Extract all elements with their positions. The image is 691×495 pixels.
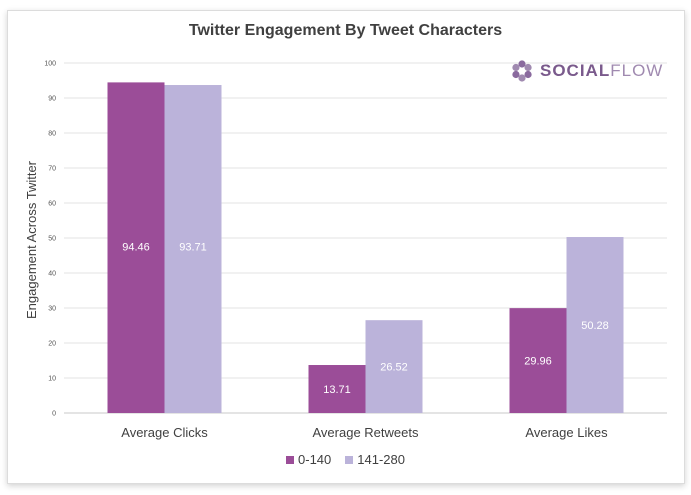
- legend-label-series-1: 0-140: [298, 452, 332, 467]
- x-tick-label: Average Clicks: [121, 425, 208, 440]
- y-tick-label: 80: [48, 131, 56, 138]
- bar: [164, 85, 222, 413]
- data-label: 13.71: [323, 384, 351, 396]
- brand-name-light: FLOW: [610, 61, 664, 80]
- y-axis-label: Engagement Across Twitter: [24, 160, 39, 319]
- bar: [509, 308, 567, 413]
- legend-item-series-2: 141-280: [345, 452, 405, 467]
- y-tick-label: 90: [48, 96, 56, 103]
- y-tick-label: 0: [52, 411, 56, 418]
- x-tick-label: Average Likes: [525, 425, 608, 440]
- y-tick-label: 10: [48, 376, 56, 383]
- legend-label-series-2: 141-280: [357, 452, 405, 467]
- brand-logo: SOCIALFLOW: [510, 58, 663, 84]
- legend-item-series-1: 0-140: [286, 452, 331, 467]
- data-label: 50.28: [581, 320, 609, 332]
- bar: [107, 82, 165, 413]
- y-tick-label: 100: [44, 61, 56, 68]
- chart-title: Twitter Engagement By Tweet Characters: [188, 22, 503, 39]
- y-tick-label: 40: [48, 271, 56, 278]
- data-label: 94.46: [122, 241, 150, 253]
- brand-name: SOCIALFLOW: [540, 61, 663, 81]
- x-tick-label: Average Retweets: [313, 425, 419, 440]
- bar: [365, 320, 423, 413]
- socialflow-flower-icon: [512, 60, 532, 82]
- y-tick-label: 20: [48, 341, 56, 348]
- brand-name-bold: SOCIAL: [540, 61, 611, 80]
- legend-swatch-series-2: [345, 455, 354, 464]
- data-label: 93.71: [179, 241, 207, 253]
- y-tick-label: 60: [48, 201, 56, 208]
- bar: [566, 237, 624, 413]
- data-label: 29.96: [524, 356, 552, 368]
- legend: 0-140 141-280: [0, 452, 691, 467]
- y-tick-label: 70: [48, 166, 56, 173]
- legend-swatch-series-1: [286, 455, 295, 464]
- y-tick-label: 30: [48, 306, 56, 313]
- bar: [308, 365, 366, 413]
- y-tick-label: 50: [48, 236, 56, 243]
- data-label: 26.52: [380, 362, 408, 374]
